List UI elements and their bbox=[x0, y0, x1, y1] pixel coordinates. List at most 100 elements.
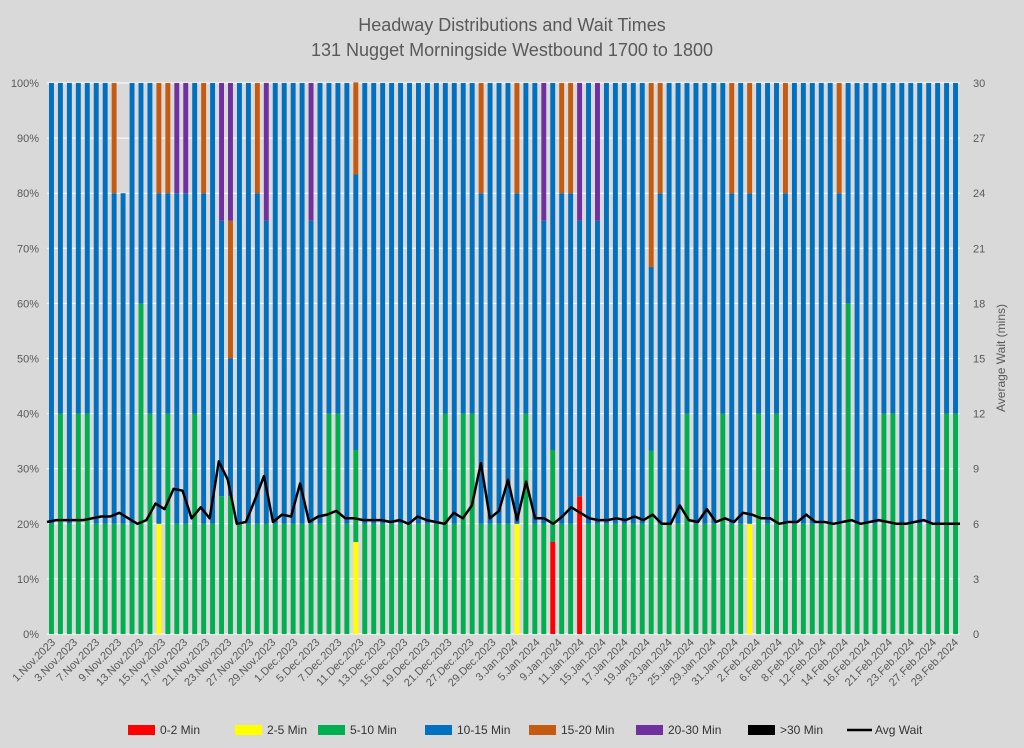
y-left-tick-label: 50% bbox=[17, 354, 39, 366]
bar-segment-10-15-min bbox=[559, 193, 565, 524]
bar-segment-10-15-min bbox=[845, 83, 851, 304]
bar-segment-10-15-min bbox=[138, 83, 144, 304]
bar-segment-10-15-min bbox=[371, 83, 377, 524]
bar-segment-10-15-min bbox=[326, 83, 332, 414]
legend-swatch-0-2-min bbox=[128, 725, 155, 735]
bar-segment-5-10-min bbox=[371, 523, 377, 634]
bar-segment-10-15-min bbox=[57, 83, 63, 414]
y-right-tick-label: 12 bbox=[973, 409, 985, 421]
bar-segment-5-10-min bbox=[809, 523, 815, 634]
bar-segment-10-15-min bbox=[765, 83, 771, 524]
bar-segment-5-10-min bbox=[523, 413, 529, 634]
bar-segment-5-10-min bbox=[398, 523, 404, 634]
bar-segment-10-15-min bbox=[550, 83, 556, 450]
bar-segment-5-10-min bbox=[389, 523, 395, 634]
bar-segment-15-20-min bbox=[478, 83, 484, 194]
bar-segment-0-2-min bbox=[550, 541, 556, 634]
bar-segment-5-10-min bbox=[621, 523, 627, 634]
bar-segment-10-15-min bbox=[881, 83, 887, 414]
legend-label-15-20-min: 15-20 Min bbox=[561, 723, 614, 737]
bar-segment-5-10-min bbox=[675, 523, 681, 634]
bar-segment-15-20-min bbox=[514, 83, 520, 194]
bar-segment-10-15-min bbox=[147, 83, 153, 414]
legend-label-2-5-min: 2-5 Min bbox=[267, 723, 307, 737]
legend-label-avg-wait: Avg Wait bbox=[875, 723, 923, 737]
bar-segment-5-10-min bbox=[416, 523, 421, 634]
bar-segment-10-15-min bbox=[460, 83, 466, 414]
bar-segment-5-10-min bbox=[774, 413, 779, 634]
legend-label-10-15-min: 10-15 Min bbox=[457, 723, 510, 737]
bar-segment-10-15-min bbox=[818, 83, 824, 524]
bar-segment-15-20-min bbox=[165, 83, 171, 194]
bar-segment-10-15-min bbox=[451, 83, 457, 524]
bar-segment-5-10-min bbox=[684, 413, 690, 634]
bar-segment-15-20-min bbox=[201, 83, 207, 194]
bar-segment-10-15-min bbox=[756, 83, 762, 414]
bar-segment-10-15-min bbox=[210, 83, 216, 524]
bar-segment-10-15-min bbox=[75, 83, 81, 414]
bar-series bbox=[49, 82, 958, 634]
bar-segment-10-15-min bbox=[49, 83, 54, 524]
bar-segment-5-10-min bbox=[836, 523, 842, 634]
bar-segment-10-15-min bbox=[917, 83, 923, 524]
bar-segment-10-15-min bbox=[523, 83, 529, 414]
bar-segment-10-15-min bbox=[219, 220, 224, 497]
bar-segment-5-10-min bbox=[872, 523, 878, 634]
bar-segment-5-10-min bbox=[881, 413, 887, 634]
bar-segment-5-10-min bbox=[174, 523, 180, 634]
bar-segment-10-15-min bbox=[827, 83, 833, 524]
legend-label-5-10-min: 5-10 Min bbox=[350, 723, 397, 737]
bar-segment-5-10-min bbox=[308, 523, 314, 634]
bar-segment-5-10-min bbox=[245, 523, 251, 634]
bar-segment-10-15-min bbox=[639, 83, 645, 524]
bar-segment-10-15-min bbox=[156, 193, 162, 524]
bar-segment-10-15-min bbox=[890, 83, 896, 414]
bar-segment-5-10-min bbox=[120, 523, 126, 634]
bar-segment-5-10-min bbox=[111, 523, 117, 634]
bar-segment-5-10-min bbox=[228, 496, 233, 634]
bar-segment-10-15-min bbox=[568, 193, 574, 524]
bar-segment-10-15-min bbox=[926, 83, 932, 524]
y-left-tick-label: 30% bbox=[17, 464, 39, 476]
bar-segment-15-20-min bbox=[559, 83, 565, 194]
y-axis-right: 0 3 6 9 12 15 18 21 24 27 30 bbox=[973, 78, 985, 641]
bar-segment-5-10-min bbox=[219, 496, 224, 634]
bar-segment-10-15-min bbox=[201, 193, 207, 524]
bar-segment-5-10-min bbox=[335, 413, 341, 634]
y-right-tick-label: 27 bbox=[973, 133, 985, 145]
bar-segment-10-15-min bbox=[263, 220, 269, 524]
bar-segment-5-10-min bbox=[326, 413, 332, 634]
bar-segment-5-10-min bbox=[147, 413, 153, 634]
bar-segment-15-20-min bbox=[782, 83, 788, 194]
bar-segment-10-15-min bbox=[192, 83, 198, 414]
bar-segment-5-10-min bbox=[469, 413, 475, 634]
bar-segment-5-10-min bbox=[782, 523, 788, 634]
bar-segment-5-10-min bbox=[854, 523, 860, 634]
bar-segment-10-15-min bbox=[84, 83, 90, 414]
y-right-tick-label: 30 bbox=[973, 78, 985, 90]
bar-segment-10-15-min bbox=[228, 358, 233, 497]
bar-segment-10-15-min bbox=[791, 83, 797, 524]
bar-segment-20-30-min bbox=[308, 83, 314, 221]
bar-segment-10-15-min bbox=[863, 83, 869, 524]
bar-segment-10-15-min bbox=[129, 83, 135, 524]
y-left-tick-label: 20% bbox=[17, 519, 39, 531]
bar-segment-10-15-min bbox=[514, 193, 520, 524]
bar-segment-10-15-min bbox=[165, 193, 171, 414]
y-right-tick-label: 15 bbox=[973, 354, 985, 366]
bar-segment-10-15-min bbox=[836, 193, 842, 524]
bar-segment-5-10-min bbox=[586, 523, 591, 634]
bar-segment-10-15-min bbox=[120, 193, 126, 524]
bar-segment-5-10-min bbox=[550, 449, 556, 542]
y-right-axis-label: Average Wait (mins) bbox=[994, 304, 1008, 412]
bar-segment-5-10-min bbox=[827, 523, 833, 634]
bar-segment-5-10-min bbox=[93, 523, 99, 634]
bar-segment-10-15-min bbox=[800, 83, 806, 524]
y-left-tick-label: 90% bbox=[17, 133, 39, 145]
bar-segment-10-15-min bbox=[774, 83, 779, 414]
bar-segment-10-15-min bbox=[586, 83, 591, 524]
bar-segment-15-20-min bbox=[353, 82, 359, 175]
y-left-tick-label: 80% bbox=[17, 188, 39, 200]
bar-segment-10-15-min bbox=[442, 83, 448, 414]
